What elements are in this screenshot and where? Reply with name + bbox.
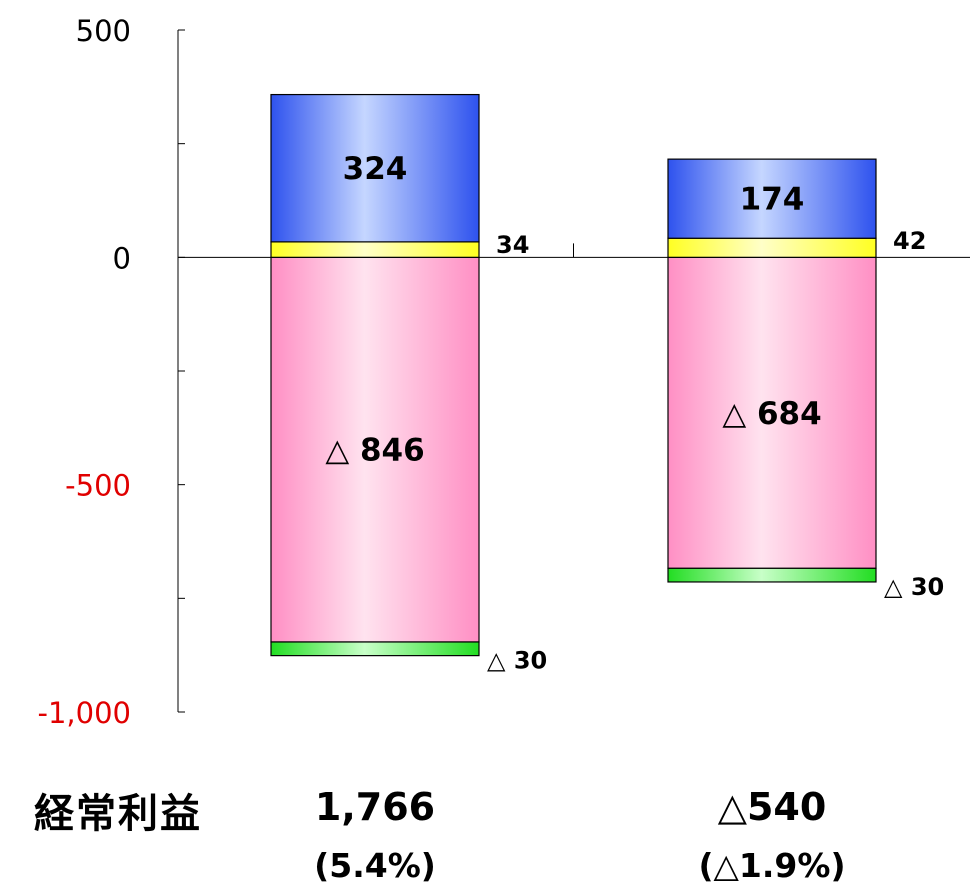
profit-ratio-1: (5.4%) xyxy=(314,846,436,885)
row-title: 経常利益 xyxy=(34,791,202,837)
data-label: 324 xyxy=(343,151,408,187)
bar-segment xyxy=(270,241,480,258)
data-label: 42 xyxy=(893,227,926,255)
bar-segment xyxy=(667,237,877,258)
axes: 500 0 -500 -1,000 xyxy=(38,14,970,730)
stacked-bar-chart: 500 0 -500 -1,000 △ 846 △ 30 34 324 △ 684 △ 30 42… xyxy=(38,14,970,730)
profit-value-2: △540 xyxy=(717,785,827,829)
bar-segment xyxy=(667,158,877,239)
bars xyxy=(270,93,877,657)
profit-value-1: 1,766 xyxy=(314,785,436,829)
y-tick-label: -1,000 xyxy=(38,696,132,730)
bar-segment xyxy=(667,256,877,569)
y-tick-label: 0 xyxy=(113,241,131,275)
bar-segment xyxy=(270,641,480,657)
data-label: 34 xyxy=(496,231,529,259)
data-label: △ 30 xyxy=(884,573,944,601)
y-tick-label: -500 xyxy=(65,469,131,503)
data-labels: △ 846 △ 30 34 324 △ 684 △ 30 42 174 xyxy=(325,151,944,674)
data-label: △ 684 xyxy=(722,396,821,432)
y-tick-label: 500 xyxy=(76,14,131,48)
data-label: △ 30 xyxy=(487,647,547,675)
data-label: 174 xyxy=(740,182,805,218)
bar-segment xyxy=(667,567,877,583)
profit-ratio-2: (△1.9%) xyxy=(698,846,846,885)
bar-segment xyxy=(270,93,480,243)
data-label: △ 846 xyxy=(325,433,424,469)
